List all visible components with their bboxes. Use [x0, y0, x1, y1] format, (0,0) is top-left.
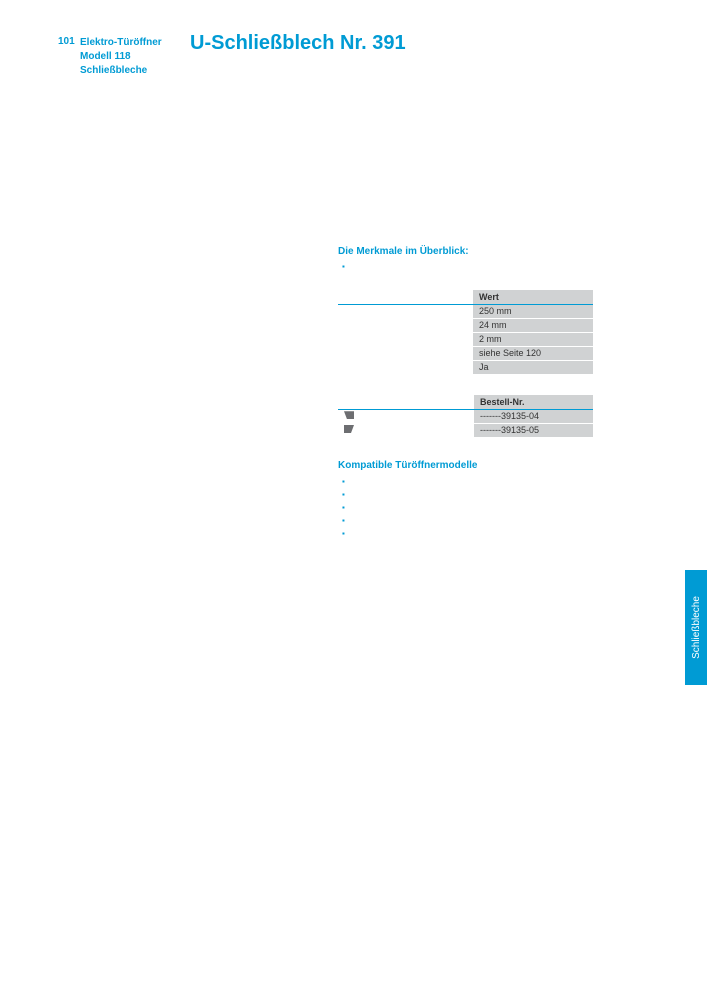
specs-header-value: Wert	[473, 290, 593, 304]
breadcrumb: Elektro-Türöffner Modell 118 Schließblec…	[80, 36, 162, 78]
features-heading: Die Merkmale im Überblick:	[338, 246, 469, 257]
spec-label: Schrauben beiliegend	[338, 360, 473, 374]
order-number: -------39135-05	[474, 423, 593, 437]
compat-item: Modell 118 ProFix® 2	[342, 488, 520, 501]
side-tab: Schließbleche	[685, 570, 707, 685]
order-header-icon	[338, 395, 360, 409]
compat-item: Modell 118 Standard mit Rückmeldekontakt	[342, 514, 520, 527]
compat-list: Modell 118 Standard Modell 118 ProFix® 2…	[342, 475, 520, 540]
spec-label: Breite	[338, 318, 473, 332]
din-text: Links	[360, 409, 474, 423]
spec-label: Materialstärke	[338, 332, 473, 346]
din-icon-cell	[338, 409, 360, 423]
din-right-icon	[344, 425, 354, 433]
breadcrumb-line-1: Elektro-Türöffner	[80, 36, 162, 50]
compat-heading: Kompatible Türöffnermodelle	[338, 460, 477, 471]
compat-item: Modell 118 FaFix®	[342, 501, 520, 514]
spec-value: 24 mm	[473, 318, 593, 332]
spec-label: Länge	[338, 304, 473, 318]
breadcrumb-line-3: Schließbleche	[80, 64, 162, 78]
order-header-bestellnr: Bestell-Nr.	[474, 395, 593, 409]
order-number: -------39135-04	[474, 409, 593, 423]
page-title: U-Schließblech Nr. 391	[190, 32, 406, 55]
din-left-icon	[344, 411, 354, 419]
spec-value: Ja	[473, 360, 593, 374]
spec-value: 2 mm	[473, 332, 593, 346]
din-text: Rechts	[360, 423, 474, 437]
feature-item: U-Schließblech	[342, 260, 408, 273]
compat-item: Modell 118 FaFix® mit Rückmeldekontakt	[342, 527, 520, 540]
product-image-placeholder	[190, 85, 330, 235]
compat-item: Modell 118 Standard	[342, 475, 520, 488]
page-number: 101	[58, 36, 75, 47]
order-header-din: DIN	[360, 395, 474, 409]
din-icon-cell	[338, 423, 360, 437]
breadcrumb-line-2: Modell 118	[80, 50, 162, 64]
order-table: DIN Bestell-Nr. Links -------39135-04 Re…	[338, 395, 593, 438]
spec-value: siehe Seite 120	[473, 346, 593, 360]
spec-value: 250 mm	[473, 304, 593, 318]
features-list: U-Schließblech	[342, 260, 408, 273]
specs-header-label: Angaben	[338, 290, 473, 304]
spec-label: Maßzeichnungen	[338, 346, 473, 360]
specs-table: Angaben Wert Länge250 mm Breite24 mm Mat…	[338, 290, 593, 375]
side-tab-label: Schließbleche	[691, 596, 702, 659]
